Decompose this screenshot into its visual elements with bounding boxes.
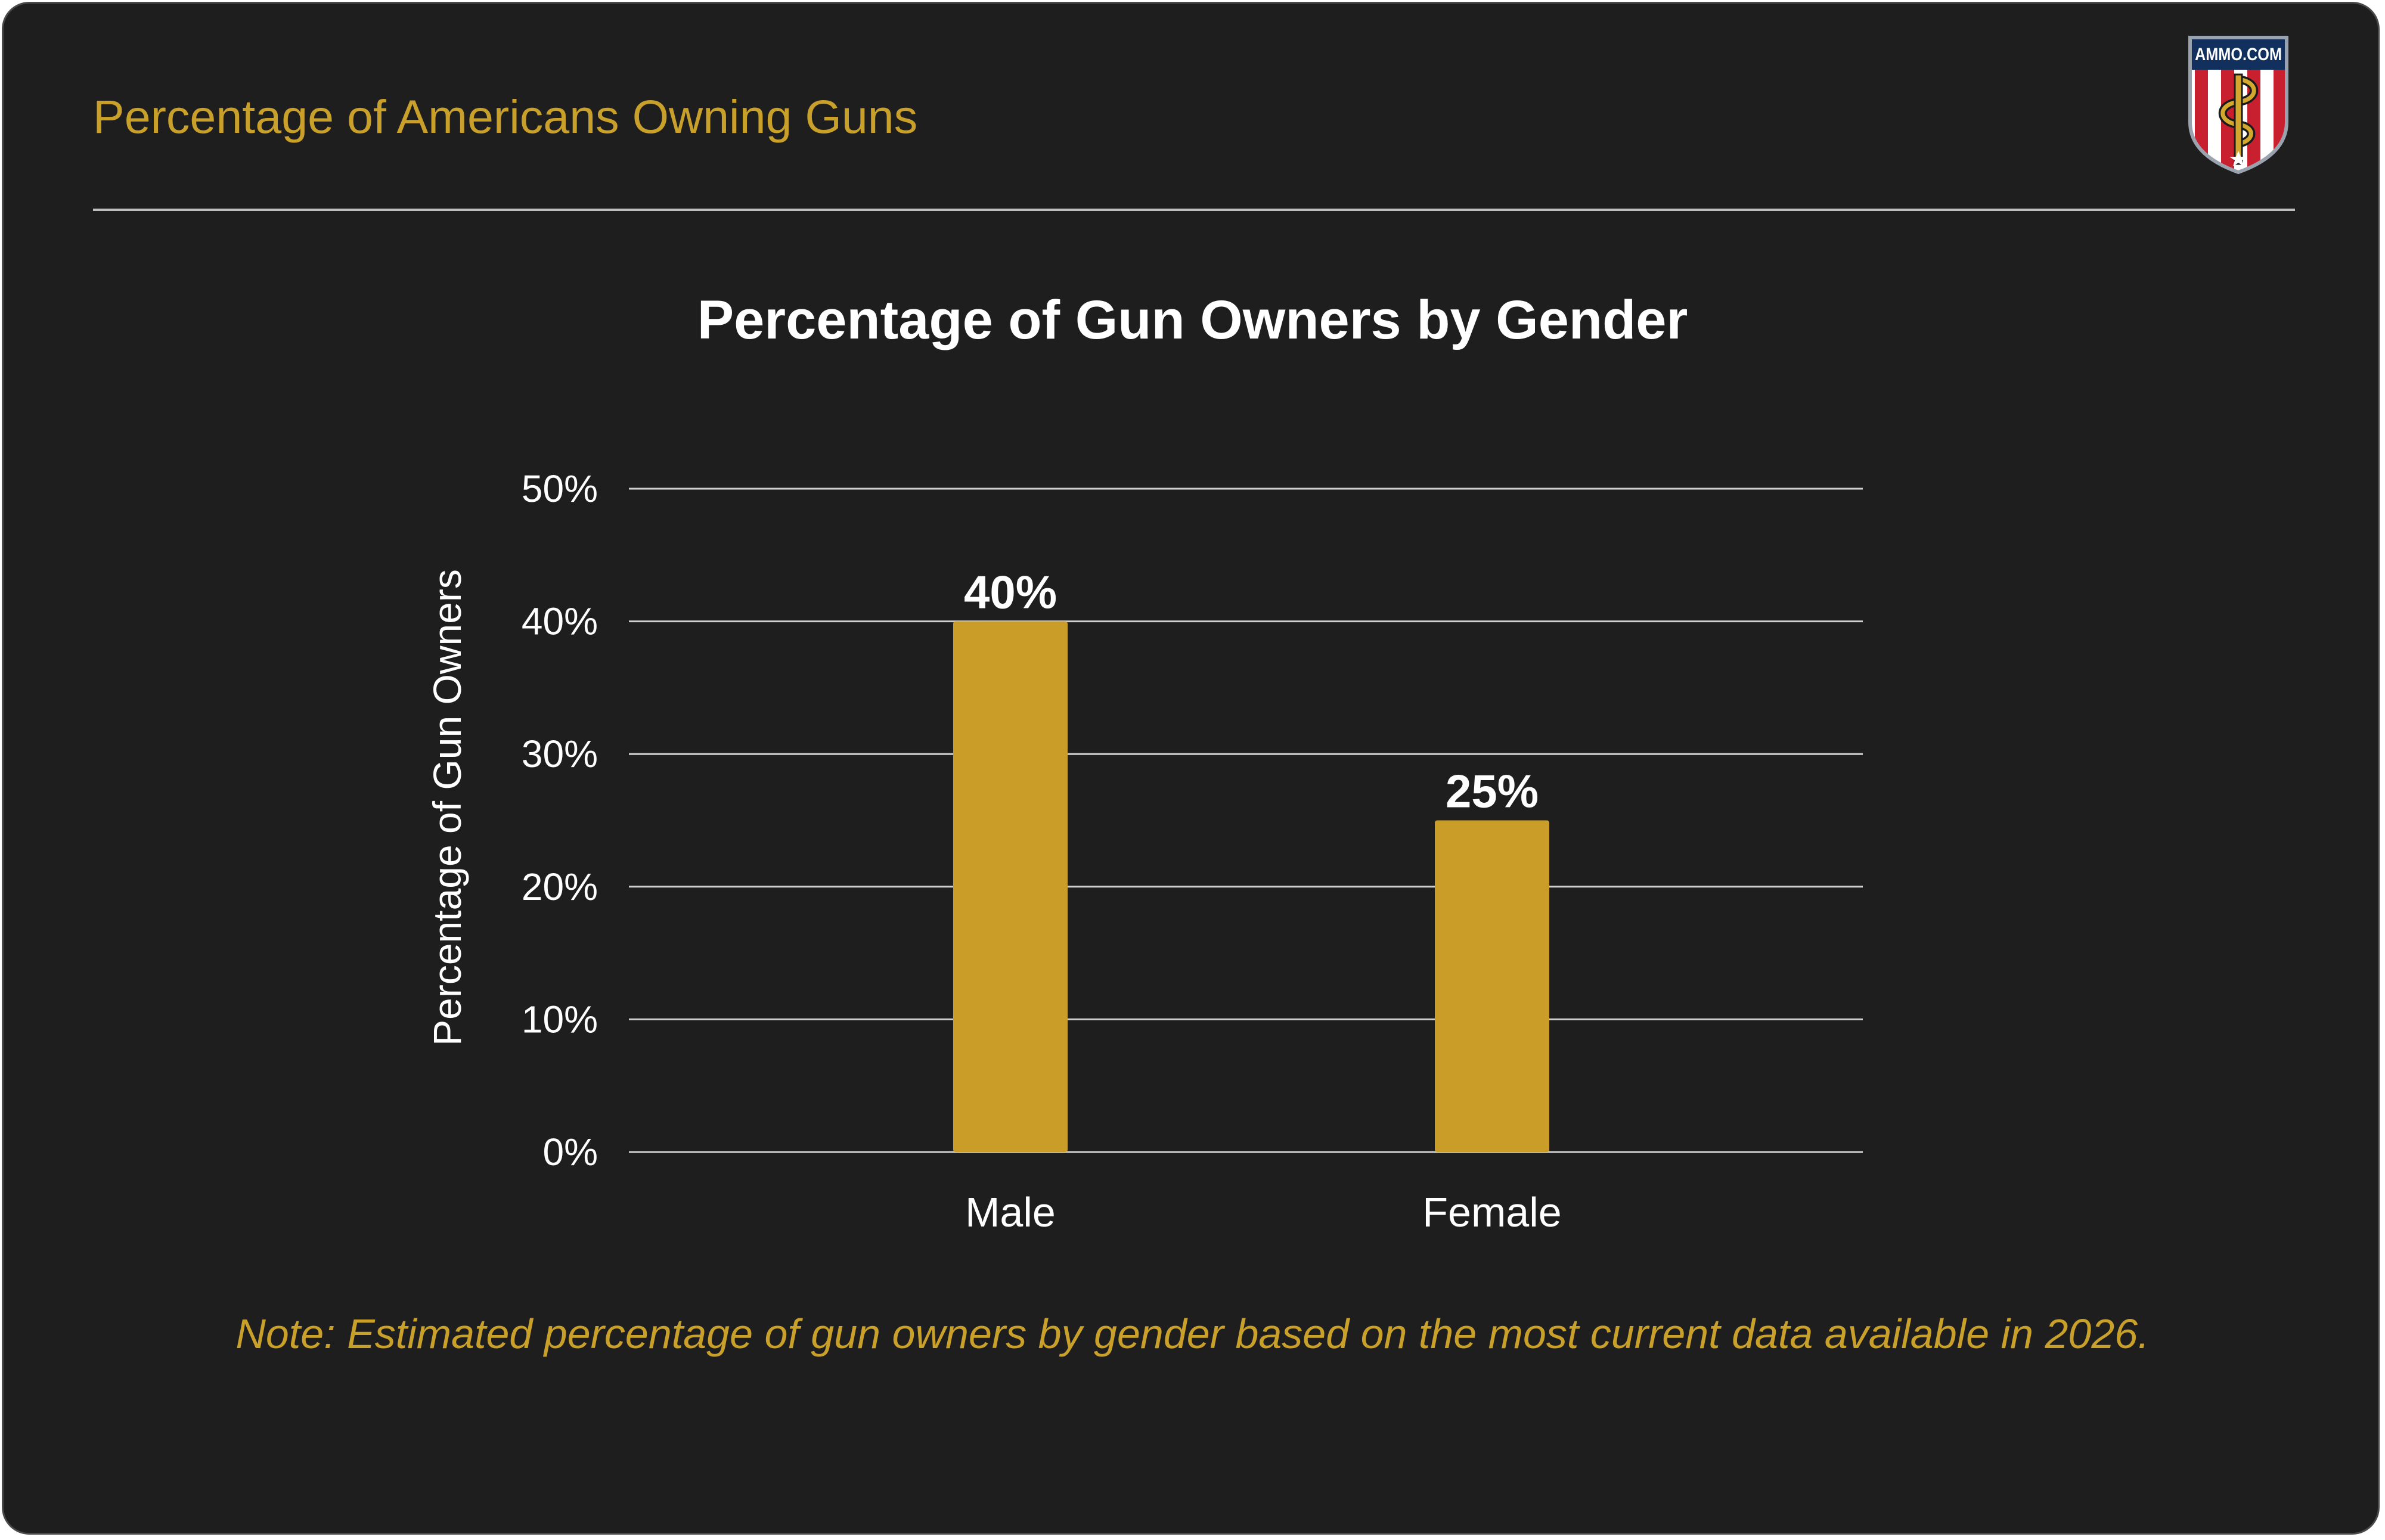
y-tick-label: 10% [522, 998, 598, 1041]
chart-title: Percentage of Gun Owners by Gender [697, 290, 1688, 350]
bar [953, 621, 1068, 1152]
x-tick-label: Male [965, 1189, 1056, 1235]
y-tick-label: 0% [543, 1131, 598, 1173]
star-icon [2229, 151, 2247, 166]
bar [1435, 820, 1549, 1152]
logo-text: AMMO.COM [2195, 45, 2282, 64]
header-divider [93, 209, 2295, 211]
y-tick-label: 30% [522, 732, 598, 775]
data-label: 25% [1446, 765, 1539, 818]
page-title: Percentage of Americans Owning Guns [93, 90, 918, 143]
data-label: 40% [964, 566, 1057, 619]
x-tick-label: Female [1422, 1189, 1561, 1235]
ammo-logo: AMMO.COM [2188, 36, 2288, 175]
y-tick-label: 50% [522, 467, 598, 510]
y-tick-label: 40% [522, 600, 598, 643]
y-tick-label: 20% [522, 865, 598, 908]
footnote: Note: Estimated percentage of gun owners… [235, 1311, 2150, 1357]
y-axis-label: Percentage of Gun Owners [425, 569, 469, 1046]
